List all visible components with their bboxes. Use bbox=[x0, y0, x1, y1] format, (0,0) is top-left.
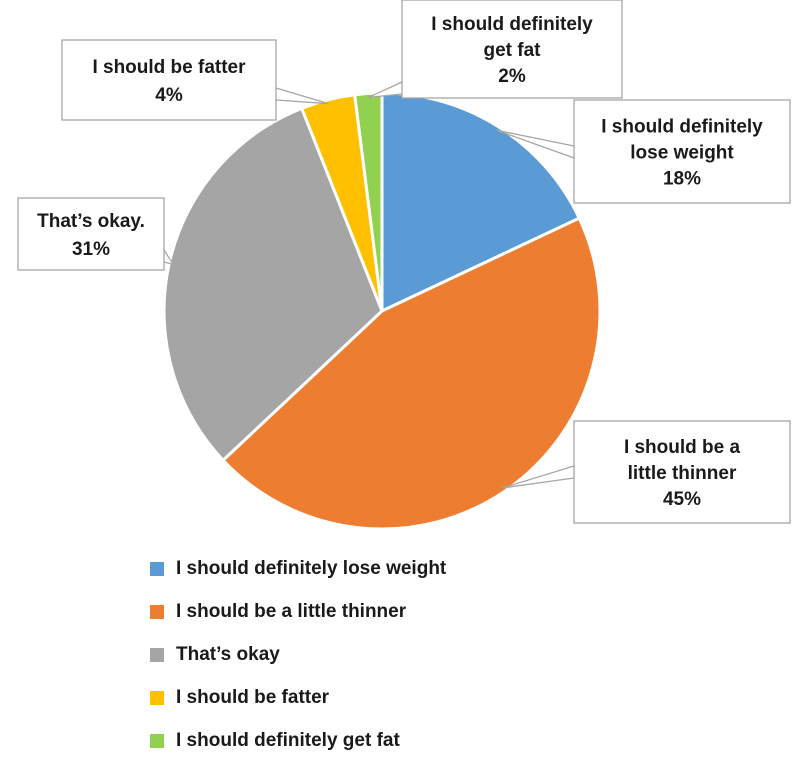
callout-thats-okay: That’s okay. 31% bbox=[17, 197, 175, 271]
callout-box bbox=[401, 0, 623, 99]
callout-box bbox=[573, 99, 791, 204]
callout-leader bbox=[496, 129, 575, 159]
pie-slice-little-thinner bbox=[221, 216, 602, 531]
callout-leader bbox=[502, 465, 575, 489]
legend-label: I should definitely lose weight bbox=[176, 558, 447, 579]
callout-lose-weight: I should definitely lose weight 18% bbox=[496, 99, 791, 204]
legend-swatch bbox=[150, 734, 164, 748]
callout-be-fatter: I should be fatter 4% bbox=[61, 39, 329, 121]
callout-get-fat: I should definitely get fat 2% bbox=[368, 0, 623, 99]
pie-slices bbox=[162, 91, 602, 531]
legend-swatch bbox=[150, 562, 164, 576]
callout-little-thinner: I should be a little thinner 45% bbox=[502, 420, 791, 524]
data-label-text: I should definitely bbox=[601, 117, 763, 138]
callout-leader bbox=[163, 249, 175, 266]
legend-label: I should definitely get fat bbox=[176, 730, 400, 751]
data-label-text: I should be a bbox=[624, 437, 741, 458]
legend-swatch bbox=[150, 648, 164, 662]
data-label-percent: 2% bbox=[498, 66, 526, 87]
legend-swatch bbox=[150, 605, 164, 619]
data-label-percent: 45% bbox=[663, 489, 701, 510]
callout-leader bbox=[368, 81, 403, 99]
data-label-text: I should be fatter bbox=[92, 57, 246, 78]
data-label-text: little thinner bbox=[628, 463, 737, 484]
callout-box bbox=[61, 39, 277, 121]
legend-label: That’s okay bbox=[176, 644, 280, 665]
callout-box bbox=[17, 197, 165, 271]
callout-leader bbox=[275, 87, 329, 105]
callout-box bbox=[573, 420, 791, 524]
legend-swatch bbox=[150, 691, 164, 705]
data-label-percent: 31% bbox=[72, 239, 110, 260]
data-label-text: get fat bbox=[484, 40, 542, 61]
legend-label: I should be a little thinner bbox=[176, 601, 407, 622]
data-label-text: I should definitely bbox=[431, 14, 593, 35]
data-label-text: That’s okay. bbox=[37, 211, 145, 232]
data-label-percent: 18% bbox=[663, 169, 701, 190]
data-label-text: lose weight bbox=[630, 143, 734, 164]
legend-label: I should be fatter bbox=[176, 687, 330, 708]
data-label-percent: 4% bbox=[155, 85, 183, 106]
